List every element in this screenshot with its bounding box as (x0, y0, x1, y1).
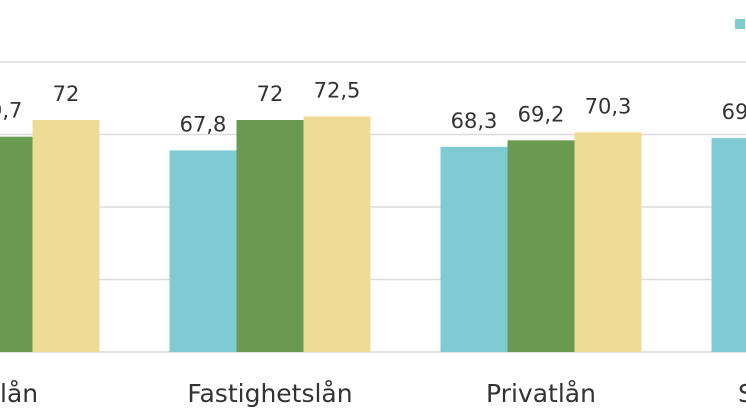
bar (303, 116, 371, 352)
value-label: 72 (257, 82, 284, 106)
value-label: 72 (53, 82, 80, 106)
bar (440, 146, 508, 352)
value-label: 69,2 (518, 102, 565, 126)
bar (0, 136, 33, 352)
value-label: 69,7 (0, 99, 22, 123)
plot-area: lån 69,7 72 Fastighetslån 67,8 72 72,5 Privatlå… (0, 61, 746, 408)
bar (169, 150, 237, 352)
value-label: 70,3 (585, 94, 632, 118)
value-label: 67,8 (180, 112, 227, 136)
bar (507, 140, 575, 352)
x-tick-label: Fastighetslån (187, 379, 352, 408)
x-tick-label: S (738, 379, 746, 408)
bar (32, 120, 100, 352)
value-label: 69,5 (722, 100, 746, 124)
bar (236, 120, 304, 352)
bar (711, 138, 746, 352)
bar (574, 132, 642, 352)
x-tick-label: Privatlån (486, 379, 596, 408)
value-label: 68,3 (451, 109, 498, 133)
value-label: 72,5 (314, 78, 361, 102)
legend-swatch (735, 19, 745, 29)
x-tick-label: lån (0, 379, 38, 408)
